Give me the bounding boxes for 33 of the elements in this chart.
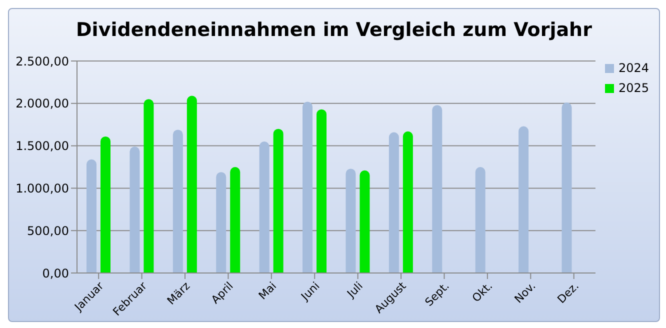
chart-title: Dividendeneinnahmen im Vergleich zum Vorjahr (75, 18, 593, 43)
bar (346, 168, 356, 273)
bar (86, 159, 97, 273)
legend-label: 2024 (618, 61, 649, 75)
bar (432, 105, 442, 273)
x-tick-label: Okt. (470, 279, 496, 305)
bar (388, 132, 399, 273)
bar (562, 102, 572, 273)
bar (518, 126, 529, 273)
bar (402, 131, 413, 273)
x-tick-label: Dez. (554, 279, 582, 306)
y-tick-label: 1.000,00 (16, 181, 69, 196)
bar (316, 109, 327, 273)
bar (130, 146, 140, 273)
y-tick-label: 1.500,00 (16, 139, 69, 154)
bar (186, 96, 197, 273)
bar (172, 130, 183, 273)
y-tick-label: 500,00 (27, 224, 69, 238)
bar (216, 172, 226, 273)
bar (230, 167, 240, 273)
y-tick-label: 2.500,00 (16, 54, 69, 68)
x-tick-label: Nov. (512, 279, 538, 306)
y-tick-label: 0,00 (42, 266, 69, 280)
bar (273, 128, 284, 273)
bar (100, 136, 111, 273)
legend-label: 2025 (618, 81, 649, 95)
bar (475, 167, 486, 273)
bar (144, 99, 154, 273)
bar (259, 142, 270, 273)
bar (360, 170, 370, 273)
bar (302, 102, 313, 273)
y-tick-label: 2.000,00 (16, 96, 69, 111)
x-tick-label: Mai (256, 279, 280, 302)
